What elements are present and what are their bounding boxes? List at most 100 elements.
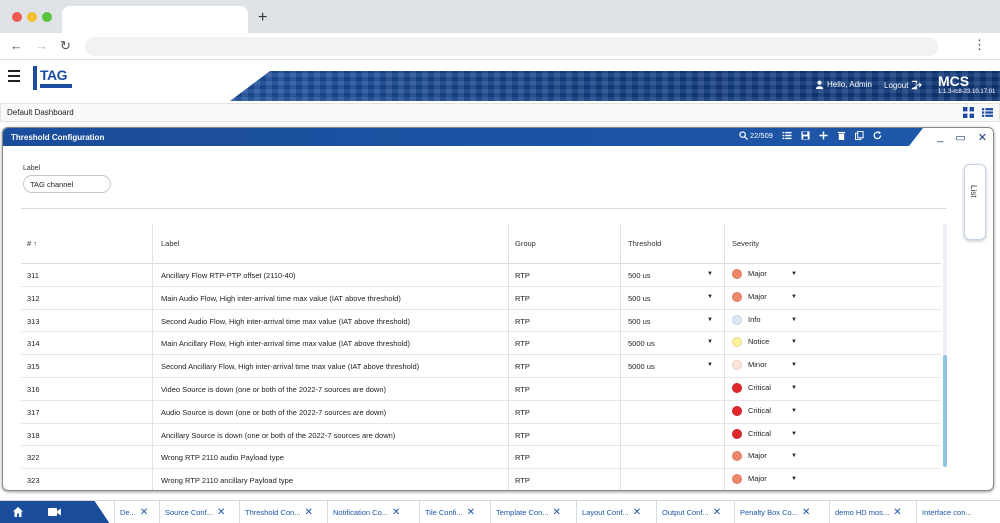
maximize-window-dot[interactable]: [42, 12, 52, 22]
browser-tab[interactable]: [62, 6, 248, 33]
threshold-select[interactable]: 500 us: [628, 316, 651, 326]
table-row[interactable]: 322 Wrong RTP 2110 audio Payload type RTP M…: [21, 446, 941, 470]
table-row[interactable]: 316 Video Source is down (one or both of …: [21, 378, 941, 401]
threshold-dropdown-caret-icon[interactable]: ▼: [707, 339, 713, 346]
severity-dropdown-caret-icon[interactable]: ▼: [791, 339, 797, 346]
sort-ascending-icon[interactable]: ↑: [33, 239, 38, 248]
severity-dropdown-caret-icon[interactable]: ▼: [791, 476, 797, 483]
taskbar-tab[interactable]: Tile Confi... ✕: [419, 501, 475, 523]
back-arrow-icon[interactable]: ←: [10, 38, 23, 53]
list-icon[interactable]: [782, 131, 792, 140]
taskbar-tab[interactable]: Template Con... ✕: [490, 501, 561, 523]
severity-dropdown-caret-icon[interactable]: ▼: [791, 384, 797, 391]
grid-view-icon[interactable]: [963, 107, 974, 118]
forward-arrow-icon[interactable]: →: [35, 38, 48, 53]
col-header-number[interactable]: # ↑: [27, 239, 38, 248]
severity-dropdown-caret-icon[interactable]: ▼: [791, 407, 797, 414]
severity-dropdown-caret-icon[interactable]: ▼: [791, 271, 797, 277]
close-tab-icon[interactable]: ✕: [304, 507, 313, 518]
minimize-window-dot[interactable]: [27, 12, 37, 22]
close-tab-icon[interactable]: ✕: [893, 507, 902, 518]
table-row[interactable]: 317 Audio Source is down (one or both of …: [21, 401, 941, 424]
threshold-dropdown-caret-icon[interactable]: ▼: [707, 271, 713, 277]
close-tab-icon[interactable]: ✕: [139, 507, 149, 518]
severity-dropdown-caret-icon[interactable]: ▼: [791, 453, 797, 460]
save-icon[interactable]: [801, 131, 810, 140]
severity-select[interactable]: Critical: [732, 406, 771, 416]
delete-icon[interactable]: [837, 131, 846, 140]
home-icon[interactable]: [12, 506, 24, 518]
severity-select[interactable]: Major: [732, 292, 767, 302]
refresh-icon[interactable]: [873, 131, 882, 140]
taskbar-tab[interactable]: De... ✕: [114, 501, 148, 523]
severity-select[interactable]: Major: [732, 474, 767, 485]
search-button[interactable]: 22/509: [739, 131, 773, 140]
severity-select[interactable]: Minor: [732, 360, 767, 371]
taskbar-tab[interactable]: Layout Conf... ✕: [576, 501, 641, 523]
col-header-label[interactable]: Label: [161, 239, 180, 248]
new-tab-plus-icon[interactable]: +: [258, 9, 268, 26]
close-tab-icon[interactable]: ✕: [632, 507, 642, 518]
close-tab-icon[interactable]: ✕: [216, 507, 226, 518]
taskbar-tab[interactable]: demo HD mos... ✕: [829, 501, 902, 523]
user-greeting[interactable]: Hello, Admin: [815, 80, 872, 89]
severity-select[interactable]: Major: [732, 269, 767, 280]
threshold-select[interactable]: 500 us: [628, 271, 651, 280]
list-side-tab[interactable]: List: [964, 164, 986, 240]
table-scrollbar-thumb[interactable]: [943, 355, 947, 467]
table-scrollbar-track[interactable]: [943, 224, 947, 467]
camera-icon[interactable]: [48, 507, 61, 517]
taskbar-tab[interactable]: Interface con...: [916, 501, 972, 523]
severity-select[interactable]: Info: [732, 315, 761, 325]
threshold-select[interactable]: 500 us: [628, 293, 651, 303]
table-row[interactable]: 311 Ancillary Flow RTP-PTP offset (2110-4…: [21, 264, 941, 287]
maximize-panel-icon[interactable]: ▭: [955, 132, 966, 144]
close-tab-icon[interactable]: ✕: [392, 507, 401, 518]
taskbar-tab[interactable]: Penalty Box Co... ✕: [734, 501, 810, 523]
minimize-panel-icon[interactable]: _: [937, 131, 944, 143]
col-header-severity[interactable]: Severity: [732, 239, 760, 248]
severity-select[interactable]: Major: [732, 451, 767, 462]
taskbar-tab[interactable]: Output Conf... ✕: [656, 501, 721, 523]
add-icon[interactable]: [819, 131, 828, 140]
close-tab-icon[interactable]: ✕: [801, 507, 811, 518]
dashboard-title[interactable]: Default Dashboard: [7, 108, 74, 117]
taskbar-tab[interactable]: Threshold Con... ✕: [239, 501, 313, 523]
severity-dropdown-caret-icon[interactable]: ▼: [791, 362, 797, 369]
col-header-threshold[interactable]: Threshold: [628, 239, 662, 248]
reload-icon[interactable]: ↻: [60, 38, 71, 53]
threshold-select[interactable]: 5000 us: [628, 339, 655, 349]
severity-select[interactable]: Critical: [732, 429, 771, 439]
copy-icon[interactable]: [854, 131, 864, 140]
close-panel-icon[interactable]: ✕: [977, 132, 987, 144]
table-row[interactable]: 318 Ancillary Source is down (one or both…: [21, 424, 941, 447]
hamburger-menu-icon[interactable]: [8, 70, 20, 85]
threshold-select[interactable]: 5000 us: [628, 362, 655, 372]
close-tab-icon[interactable]: ✕: [712, 507, 722, 518]
close-window-dot[interactable]: [12, 12, 22, 22]
browser-menu-icon[interactable]: ⋮: [973, 37, 986, 52]
close-tab-icon[interactable]: ✕: [552, 507, 561, 518]
severity-select[interactable]: Notice: [732, 337, 769, 348]
table-row[interactable]: 314 Main Ancillary Flow, High inter-arriv…: [21, 332, 941, 356]
severity-select[interactable]: Critical: [732, 383, 771, 393]
threshold-dropdown-caret-icon[interactable]: ▼: [707, 316, 713, 323]
severity-dropdown-caret-icon[interactable]: ▼: [791, 316, 797, 323]
list-view-icon[interactable]: [982, 107, 993, 118]
close-tab-icon[interactable]: ✕: [466, 507, 476, 518]
col-header-group[interactable]: Group: [515, 239, 536, 248]
table-header: # ↑ Label Group Threshold Severity: [21, 224, 941, 264]
taskbar-tab[interactable]: Notification Co... ✕: [327, 501, 400, 523]
threshold-dropdown-caret-icon[interactable]: ▼: [707, 362, 713, 369]
severity-dropdown-caret-icon[interactable]: ▼: [791, 293, 797, 300]
threshold-dropdown-caret-icon[interactable]: ▼: [707, 293, 713, 300]
address-bar[interactable]: [85, 37, 938, 56]
table-row[interactable]: 315 Second Ancillary Flow, High inter-arr…: [21, 355, 941, 378]
table-row[interactable]: 312 Main Audio Flow, High inter-arrival t…: [21, 287, 941, 310]
taskbar-tab[interactable]: Source Conf... ✕: [159, 501, 225, 523]
table-row[interactable]: 313 Second Audio Flow, High inter-arrival…: [21, 310, 941, 333]
label-filter-input[interactable]: TAG channel: [23, 175, 111, 193]
logout-button[interactable]: Logout: [884, 80, 923, 90]
table-row[interactable]: 323 Wrong RTP 2110 ancillary Payload type…: [21, 469, 941, 490]
severity-dropdown-caret-icon[interactable]: ▼: [791, 430, 797, 437]
